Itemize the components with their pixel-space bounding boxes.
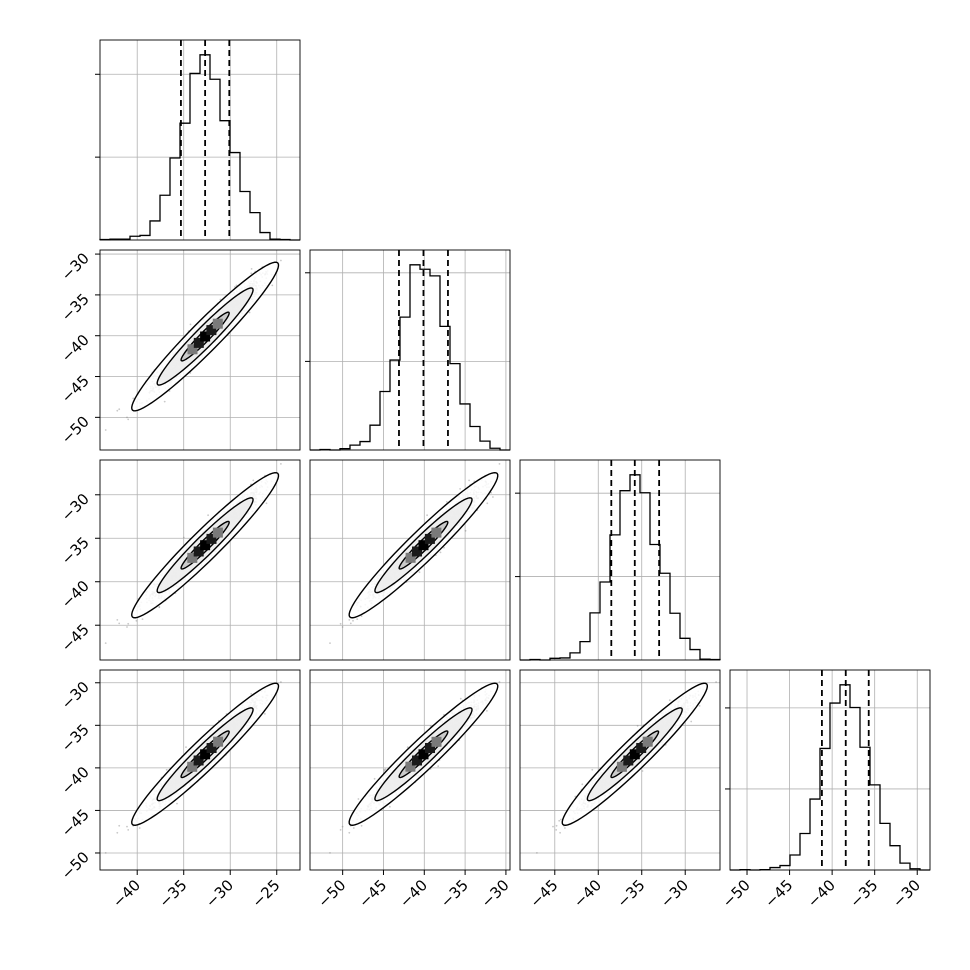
panel-frame <box>99 39 301 241</box>
sample-point <box>250 272 253 275</box>
density-core <box>212 318 223 329</box>
sample-point <box>235 284 238 287</box>
sample-point <box>189 323 192 326</box>
panel-frame <box>729 669 931 871</box>
sample-point <box>280 259 282 262</box>
sample-point <box>116 619 119 621</box>
sample-point <box>132 397 135 400</box>
sample-point <box>301 447 303 449</box>
sample-point <box>248 311 251 314</box>
density-core <box>206 325 217 336</box>
sample-point <box>207 514 210 517</box>
sample-point <box>104 642 107 644</box>
scatter-panel-2-1 <box>99 233 303 451</box>
panel-frame <box>99 249 301 451</box>
panel-frame <box>309 249 511 451</box>
sample-point <box>301 233 303 235</box>
histogram-step <box>99 54 300 241</box>
sample-point <box>250 268 253 270</box>
sample-point <box>116 409 119 412</box>
panel-frame <box>519 459 721 661</box>
histogram-panel-3 <box>515 459 721 661</box>
sample-point <box>271 284 274 287</box>
sample-point <box>219 298 222 301</box>
density-core <box>187 344 198 355</box>
histogram-step <box>730 684 930 871</box>
sample-point <box>280 463 282 465</box>
sample-point <box>141 618 144 620</box>
density-core <box>193 337 204 348</box>
sample-point <box>126 626 128 628</box>
sample-point <box>118 622 121 625</box>
histogram-panel-1 <box>95 39 301 241</box>
sample-point <box>118 408 121 411</box>
sample-point <box>126 416 128 419</box>
density-core <box>200 331 211 342</box>
sample-point <box>127 622 130 625</box>
sample-point <box>158 606 161 608</box>
sample-point <box>265 502 268 505</box>
scatter-panel-3-1 <box>99 447 303 661</box>
sample-point <box>252 479 255 482</box>
histogram-step <box>310 264 510 451</box>
sample-point <box>158 606 161 609</box>
histogram-panel-2 <box>305 249 511 451</box>
sample-point <box>163 400 166 403</box>
sample-point <box>104 429 107 431</box>
sample-point <box>127 418 130 421</box>
histogram-panel-4 <box>725 669 931 871</box>
histogram-step <box>520 474 721 661</box>
